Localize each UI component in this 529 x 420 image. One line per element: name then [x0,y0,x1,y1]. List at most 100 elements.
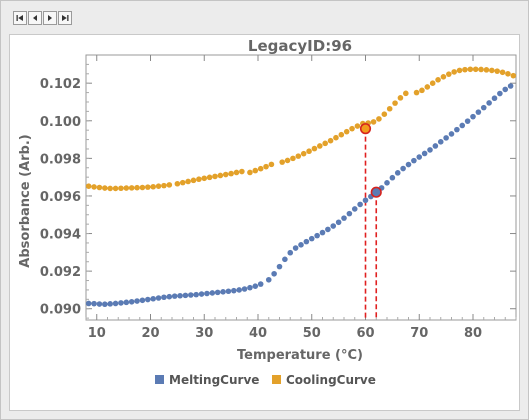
melting-point [155,295,162,301]
melting-point [204,290,210,297]
melting-point [362,197,369,204]
chart-title: LegacyID:96 [248,37,352,55]
cooling-point [451,69,457,75]
cooling-point [295,153,302,159]
previous-page-button[interactable] [28,11,42,25]
last-page-button[interactable] [58,11,72,25]
cooling-point [419,87,425,94]
next-page-button[interactable] [43,11,57,25]
cooling-point [354,123,361,129]
cooling-point [112,185,119,192]
cooling-point [290,155,296,162]
cooling-point [263,163,269,170]
cooling-point [247,169,253,176]
melting-point [123,299,130,306]
melting-point [464,118,471,124]
cooling-point [185,178,191,185]
legend-label-cooling: CoolingCurve [286,373,376,387]
melting-point [112,300,119,307]
first-page-button[interactable] [13,11,27,25]
cooling-point [85,183,92,189]
melting-point [335,219,342,226]
step-forward-icon [48,15,52,21]
cooling-point [233,169,240,176]
cooling-point [435,77,441,83]
y-axis-label: Absorbance (Arb.) [18,134,33,267]
skip-to-end-icon [62,15,69,21]
y-tick-label: 0.092 [40,265,81,280]
cooling-point [467,66,474,73]
cooling-point [300,150,307,157]
cooling-point [91,184,97,190]
x-tick-label: 70 [410,326,428,341]
melting-point [394,170,401,176]
melting-point [400,165,406,172]
cooling-point [424,84,431,90]
melting-point [330,223,337,229]
melting-point [448,131,455,137]
cooling-point [510,72,517,79]
melting-point [91,300,97,307]
cooling-point [478,66,484,73]
cooling-point [483,67,490,73]
melting-point [384,180,390,186]
cooling-point [134,184,140,191]
melting-point [298,242,304,248]
melting-point [507,83,514,89]
melting-point [480,104,487,111]
melting-point [325,226,331,233]
melting-point [102,301,108,308]
melting-point [214,289,221,296]
cooling-point [190,177,197,184]
melting-point [128,298,135,305]
absorbance-chart: LegacyID:96 Temperature (°C) Absorbance … [18,37,517,387]
cooling-point [268,161,275,168]
melting-point [357,201,363,208]
melting-point [182,292,189,299]
cooling-point [472,66,479,73]
cooling-point [196,176,202,183]
cooling-point [145,184,151,190]
melting-point [303,238,310,245]
cooling-point [489,67,495,74]
melting-point [292,245,299,251]
cooling-point [343,128,350,135]
melting-point [139,297,146,304]
melting-point [236,287,242,293]
y-tick-label: 0.094 [40,228,81,243]
melting-point [220,289,226,295]
cooling-point [370,119,377,125]
melting-point [470,113,476,120]
melting-point [252,283,259,289]
x-tick-label: 50 [303,326,321,341]
melting-transition-marker [370,186,382,198]
cooling-point [279,159,285,165]
chart-panel: LegacyID:96 Temperature (°C) Absorbance … [9,34,520,411]
melting-point [432,143,439,149]
cooling-point [392,100,398,106]
melting-point [341,215,347,221]
melting-point [351,206,358,212]
melting-point [491,95,498,102]
melting-point [416,154,423,160]
melting-point [271,270,277,277]
melting-point [96,301,103,307]
cooling-point [155,183,162,189]
cooling-point [403,90,409,97]
melting-point [346,210,353,217]
legend-swatch-cooling [272,375,281,384]
melting-point [427,147,433,153]
page-navigation-toolbar [13,11,73,25]
cooling-point [306,148,312,155]
melting-point [150,295,156,302]
cooling-point [456,67,463,74]
cooling-point [446,71,452,77]
cooling-point [206,174,213,181]
cooling-point [349,125,355,132]
cooling-point [179,179,186,186]
cooling-point [102,185,108,191]
cooling-point [429,80,436,86]
melting-point [486,100,492,106]
melting-point [411,157,417,164]
